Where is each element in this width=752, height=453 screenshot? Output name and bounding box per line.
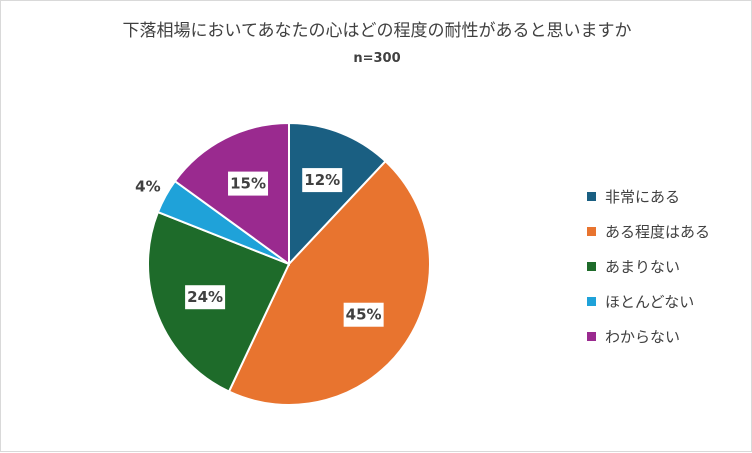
legend: 非常にあるある程度はある あまりないほとんどない わからない bbox=[587, 179, 710, 354]
data-label-box-5 bbox=[228, 171, 269, 196]
legend-label: ほとんどない bbox=[605, 293, 695, 311]
legend-item-3: あまりない bbox=[587, 249, 710, 284]
legend-swatch bbox=[587, 297, 596, 306]
data-label-2: 45% bbox=[346, 306, 382, 324]
legend-item-5: わからない bbox=[587, 319, 710, 354]
data-label-4: 4% bbox=[135, 177, 160, 195]
legend-label: 非常にある bbox=[605, 188, 681, 206]
legend-swatch bbox=[587, 227, 596, 236]
data-label-box-3 bbox=[185, 285, 226, 310]
legend-item-4: ほとんどない bbox=[587, 284, 710, 319]
legend-swatch bbox=[587, 262, 596, 271]
data-label-box-2 bbox=[343, 302, 384, 327]
legend-swatch bbox=[587, 332, 596, 341]
data-label-5: 15% bbox=[230, 175, 266, 193]
legend-label: ある程度はある bbox=[605, 223, 711, 241]
data-label-box-1 bbox=[302, 168, 343, 193]
chart-title: 下落相場においてあなたの心はどの程度の耐性があると思いますか bbox=[122, 21, 632, 41]
legend-swatch bbox=[587, 192, 596, 201]
chart-subtitle: n=300 bbox=[353, 51, 401, 66]
pie-slice-1 bbox=[288, 121, 387, 267]
data-label-3: 24% bbox=[187, 288, 223, 306]
legend-item-2: ある程度はある bbox=[587, 214, 710, 249]
data-label-1: 12% bbox=[304, 171, 340, 189]
legend-item-1: 非常にある bbox=[587, 179, 710, 214]
pie-slice-2 bbox=[227, 159, 431, 406]
legend-label: あまりない bbox=[605, 258, 681, 276]
legend-label: わからない bbox=[605, 328, 681, 346]
